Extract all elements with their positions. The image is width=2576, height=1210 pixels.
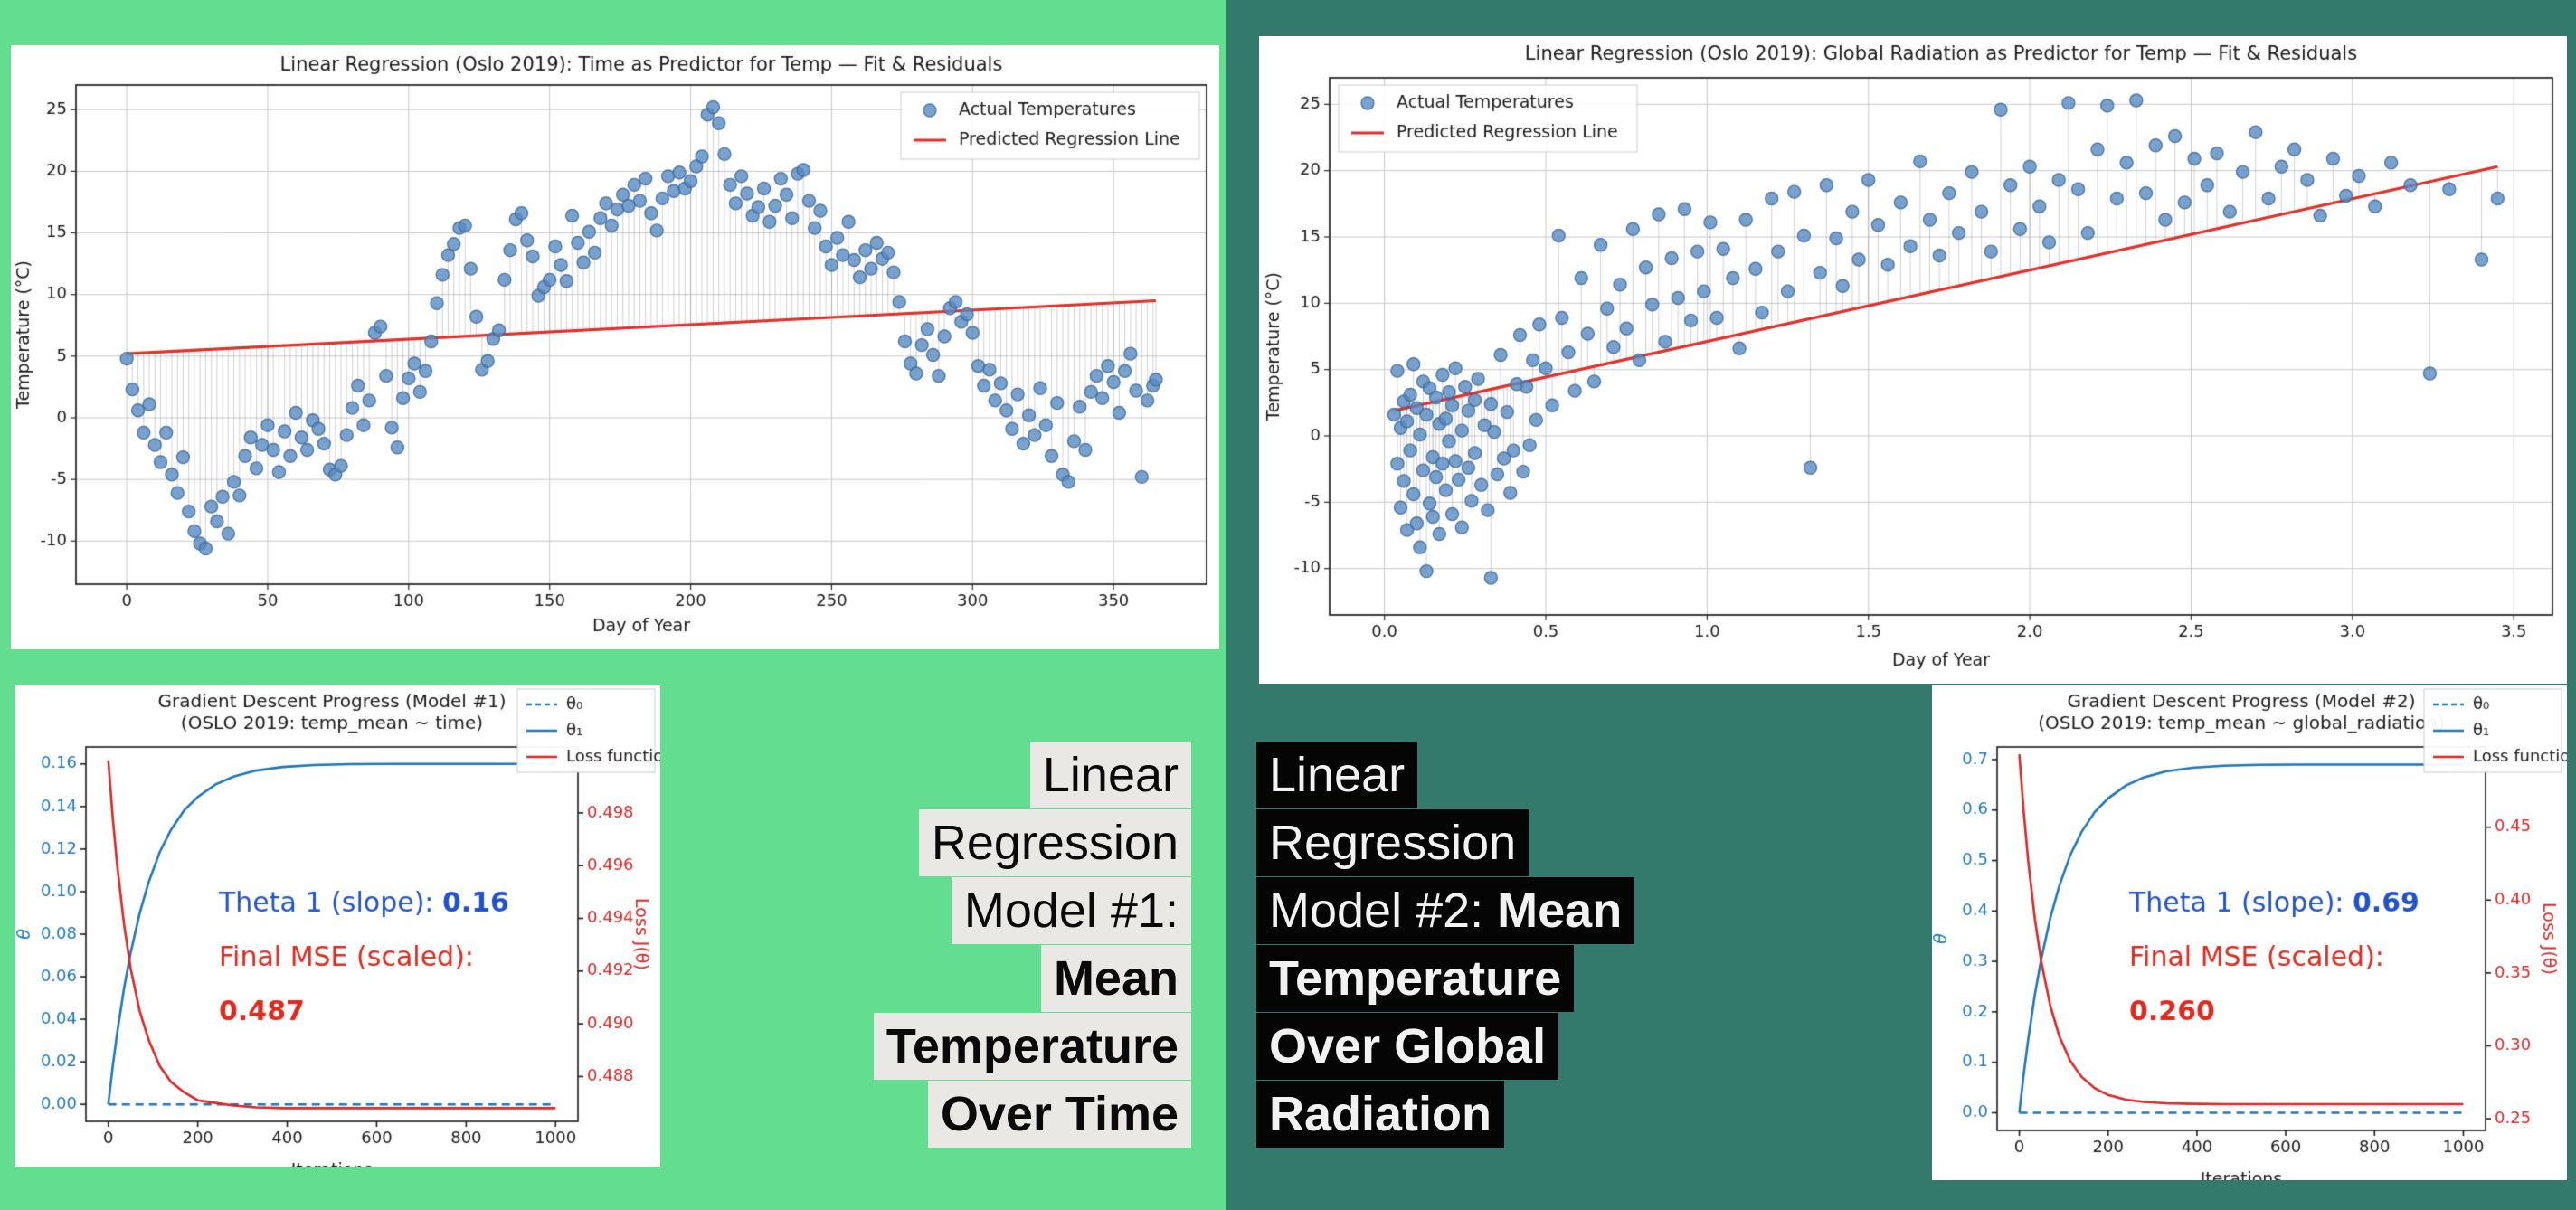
caption-line: Temperature (1256, 945, 1634, 1012)
scatter-chart-radiation-vs-temp (1259, 36, 2567, 684)
caption-line: Over Time (874, 1081, 1191, 1148)
caption-model2: Linear Regression Model #2: Mean Temperatur… (1256, 742, 1635, 1149)
caption-line: Model #2: Mean (1256, 877, 1635, 944)
panel-gradient-descent-model1 (15, 685, 660, 1167)
caption-line: Regression (874, 809, 1191, 876)
scatter-chart-time-vs-temp (11, 45, 1219, 649)
caption-line: Linear (874, 742, 1191, 808)
gradient-descent-chart-model1 (15, 685, 660, 1167)
caption-line: Over Global (1256, 1013, 1634, 1080)
caption-line: Model #1: (874, 877, 1191, 944)
panel-gradient-descent-model2 (1932, 685, 2567, 1180)
caption-line: Radiation (1256, 1081, 1634, 1148)
caption-line: Mean (874, 945, 1191, 1012)
caption-model1: Linear Regression Model #1: Mean Temperature… (873, 742, 1191, 1149)
caption-line: Regression (1256, 809, 1634, 876)
panel-scatter-radiation-model2 (1259, 36, 2567, 684)
caption-line: Temperature (873, 1013, 1191, 1080)
gradient-descent-chart-model2 (1932, 685, 2567, 1180)
caption-line: Linear (1256, 742, 1634, 808)
panel-scatter-time-model1 (11, 45, 1219, 649)
